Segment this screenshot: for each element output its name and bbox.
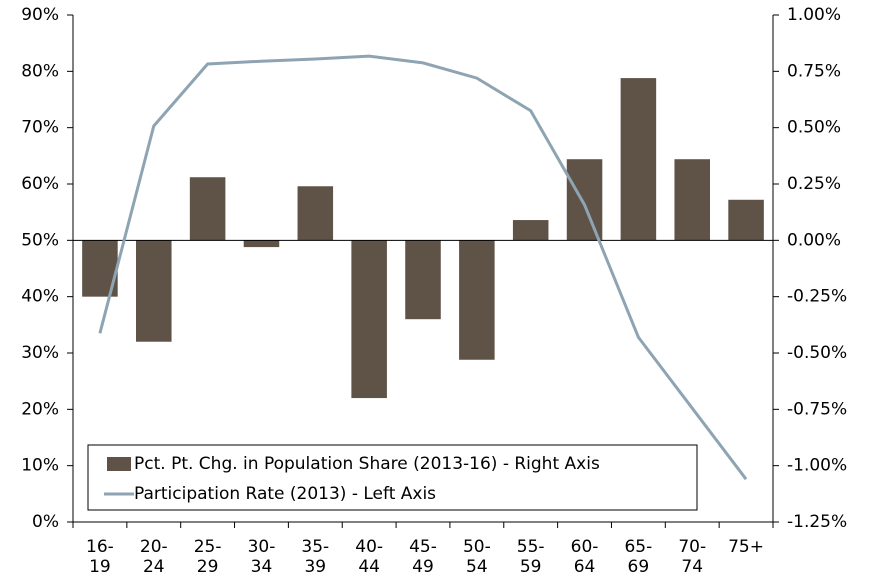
y-tick-label: 90% [21,5,59,25]
y-tick-label: 0% [32,512,59,532]
bar [459,240,495,360]
bar [728,199,764,241]
bar [243,240,280,248]
y-tick-label: 70% [21,118,59,138]
y-tick-label: 50% [21,230,59,250]
x-tick-label: 16- 19 [86,537,114,577]
x-tick-label: 60- 64 [570,537,599,577]
y-tick-label: 30% [21,343,59,363]
x-tick-label: 50- 54 [462,537,491,577]
y2-tick-label: -1.25% [787,512,847,532]
y2-tick-label: 1.00% [787,5,841,25]
bar [674,159,710,241]
x-tick-label: 45- 49 [409,537,437,577]
x-tick-label: 75+ [728,537,764,557]
y-tick-label: 10% [21,456,59,476]
y2-tick-label: 0.50% [787,118,841,138]
x-tick-label: 30- 34 [247,537,276,577]
x-tick-label: 20- 24 [139,537,168,577]
legend-swatch [107,457,131,471]
bar [189,177,226,241]
line [98,54,748,481]
legend-box [87,444,698,511]
x-tick-label: 35- 39 [301,537,330,577]
y-tick-label: 80% [21,61,59,81]
bar [566,159,603,241]
bar [405,240,441,320]
y2-tick-label: -0.75% [787,399,847,419]
x-tick-label: 55- 59 [516,537,545,577]
x-tick-label: 25- 29 [193,537,222,577]
y2-tick-label: 0.00% [787,230,841,250]
x-tick-label: 65- 69 [624,537,653,577]
bar [351,240,387,399]
x-tick-label: 40- 44 [355,537,384,577]
legend-label: Pct. Pt. Chg. in Population Share (2013-… [134,454,600,474]
bar [297,186,334,241]
y2-tick-label: 0.75% [787,61,841,81]
y-tick-label: 40% [21,287,59,307]
y2-tick-label: -1.00% [787,456,847,476]
legend-label: Participation Rate (2013) - Left Axis [134,484,436,504]
y2-tick-label: 0.25% [787,174,841,194]
y-tick-label: 60% [21,174,59,194]
y-tick-label: 20% [21,399,59,419]
y2-tick-label: -0.25% [787,287,847,307]
bar [512,220,549,241]
x-tick-label: 70- 74 [678,537,707,577]
bar [136,240,172,342]
y2-tick-label: -0.50% [787,343,847,363]
bar [620,78,657,241]
